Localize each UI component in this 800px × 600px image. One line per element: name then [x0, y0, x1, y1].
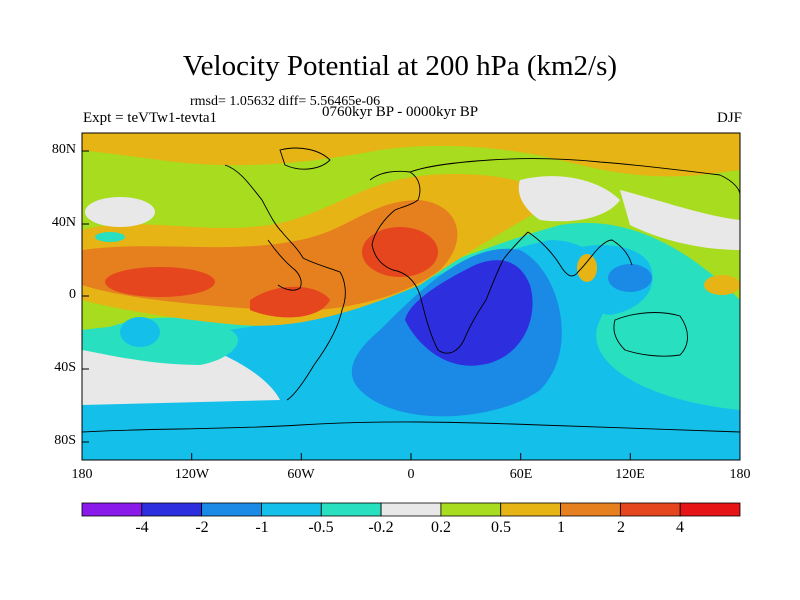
lon-label-180e: 180	[729, 467, 751, 482]
colorbar-label: 4	[676, 519, 684, 536]
plot-title: Velocity Potential at 200 hPa (km2/s)	[182, 50, 618, 82]
colorbar-label: -1	[255, 519, 269, 536]
colorbar-box	[619, 502, 681, 517]
colorbar-label: -0.2	[368, 519, 394, 536]
coast-south-asia	[527, 231, 633, 277]
coast-central-america	[267, 239, 302, 291]
contour-field	[82, 133, 740, 460]
colorbar-box	[380, 502, 442, 517]
field-positive-africa-max	[362, 227, 438, 277]
colorbar-box	[141, 502, 203, 517]
field-positive-sa-max	[250, 286, 330, 318]
period-label: 0760kyr BP - 0000kyr BP	[322, 104, 479, 120]
field-zero-pacific	[620, 190, 740, 250]
colorbar	[81, 502, 741, 517]
field-negative-min	[405, 260, 533, 366]
lat-label-80s: 80S	[54, 433, 76, 448]
lon-label-120e: 120E	[615, 467, 645, 482]
colorbar-box	[81, 502, 143, 517]
coast-greenland	[279, 147, 331, 170]
colorbar-box	[320, 502, 382, 517]
lon-label-0: 0	[407, 467, 415, 482]
colorbar-box	[560, 502, 621, 517]
field-negative-wp-core	[608, 264, 652, 292]
colorbar-label: 0.2	[431, 519, 451, 536]
colorbar-label: -4	[135, 519, 149, 536]
experiment-label: Expt = teVTw1-tevta1	[83, 110, 218, 126]
coast-africa	[369, 170, 529, 354]
coastlines	[82, 147, 740, 433]
colorbar-label: 2	[617, 519, 625, 536]
lat-label-0: 0	[69, 287, 76, 302]
colorbar-box	[440, 502, 502, 517]
field-positive-pacific-max	[105, 267, 215, 297]
field-zero-asia	[518, 176, 620, 222]
field-positive-north	[82, 133, 740, 177]
coast-eurasia	[409, 158, 740, 196]
stats-line: rmsd= 1.05632 diff= 5.56465e-06	[190, 94, 381, 109]
colorbar-box	[500, 502, 561, 517]
colorbar-label: 0.5	[491, 519, 511, 536]
lon-label-60w: 60W	[287, 467, 315, 482]
field-negative-pacific-core	[120, 317, 160, 347]
field-positive-wp	[577, 254, 597, 282]
coast-australia	[613, 312, 688, 357]
season-label: DJF	[716, 110, 742, 126]
lon-label-60e: 60E	[509, 467, 533, 482]
field-negative-small	[95, 232, 125, 242]
colorbar-label: 1	[557, 519, 565, 536]
lon-label-180w: 180	[71, 467, 93, 482]
colorbar-box	[261, 502, 322, 517]
lat-label-40s: 40S	[54, 360, 76, 375]
colorbar-label: -2	[195, 519, 209, 536]
colorbar-box	[679, 502, 741, 517]
coast-americas	[224, 164, 346, 401]
colorbar-box	[201, 502, 262, 517]
field-zero-north-pacific	[85, 197, 155, 227]
lat-label-40n: 40N	[51, 215, 76, 230]
field-positive-east-pacific	[704, 275, 740, 295]
colorbar-label: -0.5	[308, 519, 334, 536]
lat-label-80n: 80N	[51, 142, 76, 157]
coast-antarctica	[82, 421, 740, 433]
lon-label-120w: 120W	[174, 467, 210, 482]
axis-ticks	[81, 150, 741, 460]
